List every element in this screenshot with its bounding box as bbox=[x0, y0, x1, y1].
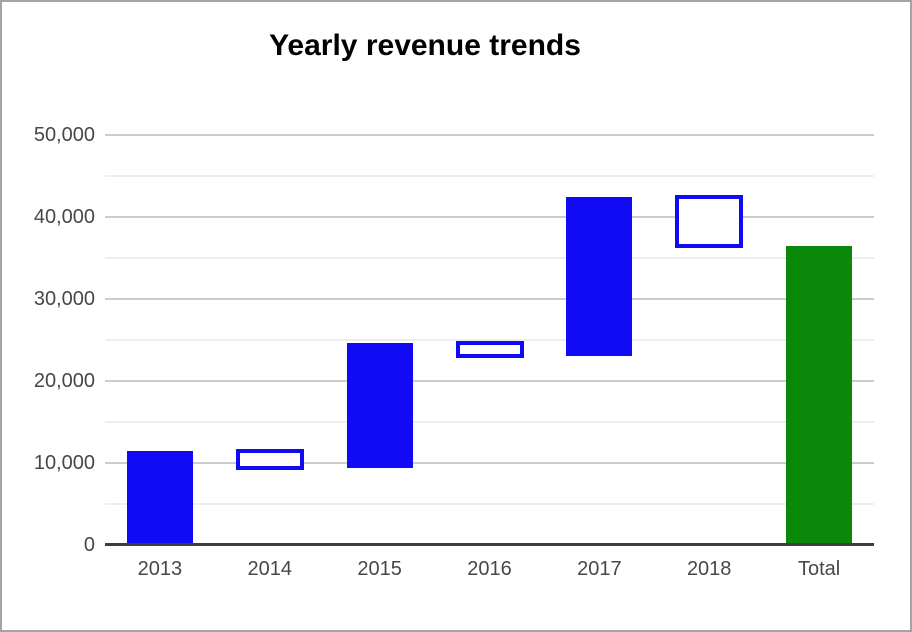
gridline-major bbox=[105, 380, 874, 382]
x-axis-line bbox=[105, 543, 874, 546]
x-axis-label: 2016 bbox=[467, 558, 512, 580]
bar-2017[interactable] bbox=[566, 197, 633, 357]
gridline-minor bbox=[105, 503, 874, 505]
gridline-major bbox=[105, 216, 874, 218]
gridline-minor bbox=[105, 175, 874, 177]
y-axis-tick-label: 30,000 bbox=[33, 288, 95, 310]
gridline-major bbox=[105, 462, 874, 464]
gridline-minor bbox=[105, 339, 874, 341]
bar-2018[interactable] bbox=[675, 195, 744, 248]
x-axis-label: 2017 bbox=[577, 558, 622, 580]
y-axis-tick-label: 10,000 bbox=[33, 452, 95, 474]
x-axis-label: 2018 bbox=[686, 558, 732, 580]
x-axis-label: 2014 bbox=[247, 558, 293, 580]
bar-total[interactable] bbox=[786, 245, 853, 545]
chart-title: Yearly revenue trends bbox=[269, 29, 581, 62]
y-axis-tick-label: 20,000 bbox=[33, 370, 95, 392]
x-axis-label: 2015 bbox=[357, 558, 402, 580]
gridline-major bbox=[105, 134, 874, 136]
x-axis-label: Total bbox=[797, 558, 841, 580]
bar-2016[interactable] bbox=[455, 341, 524, 359]
gridline-minor bbox=[105, 421, 874, 423]
gridline-major bbox=[105, 298, 874, 300]
y-axis-tick-label: 50,000 bbox=[33, 124, 95, 146]
bar-2013[interactable] bbox=[126, 450, 193, 545]
y-axis-tick-label: 40,000 bbox=[33, 206, 95, 228]
x-axis-label: 2013 bbox=[137, 558, 183, 580]
bar-2014[interactable] bbox=[235, 448, 304, 470]
gridline-minor bbox=[105, 257, 874, 259]
bar-2015[interactable] bbox=[346, 343, 413, 468]
y-axis-tick-label: 0 bbox=[83, 534, 95, 556]
